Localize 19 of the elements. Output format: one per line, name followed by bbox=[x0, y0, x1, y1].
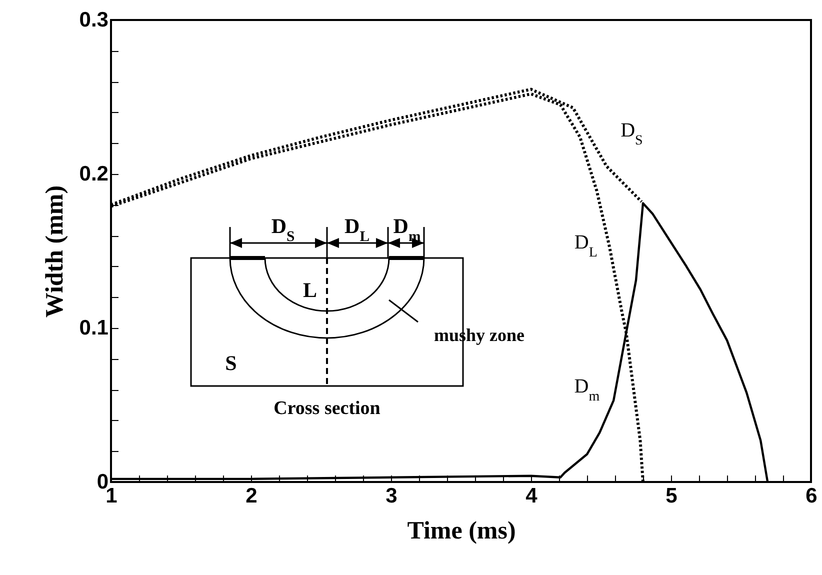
x-tick-label: 2 bbox=[246, 484, 258, 508]
x-tick-label: 3 bbox=[386, 484, 398, 508]
y-axis-title: Width (mm) bbox=[41, 185, 68, 318]
x-axis-title: Time (ms) bbox=[407, 518, 516, 544]
series-label: D$_{L}$ bbox=[574, 231, 598, 260]
y-tick-label: 0 bbox=[96, 470, 108, 494]
series-label: D$_{m}$ bbox=[574, 375, 600, 404]
y-tick-label: 0.2 bbox=[79, 162, 108, 186]
annotation: D$_{S}$ bbox=[271, 214, 295, 245]
x-tick-label: 4 bbox=[526, 484, 538, 508]
x-tick-label: 5 bbox=[666, 484, 678, 508]
series-label: D$_{S}$ bbox=[620, 119, 643, 148]
annotation: L bbox=[302, 278, 318, 302]
y-tick-label: 0.3 bbox=[79, 8, 108, 32]
annotation: Cross section bbox=[274, 398, 381, 419]
annotation: S bbox=[225, 351, 237, 375]
y-tick-label: 0.1 bbox=[79, 316, 109, 340]
x-tick-label: 6 bbox=[806, 484, 818, 508]
annotation: D$_{L}$ bbox=[344, 214, 370, 245]
